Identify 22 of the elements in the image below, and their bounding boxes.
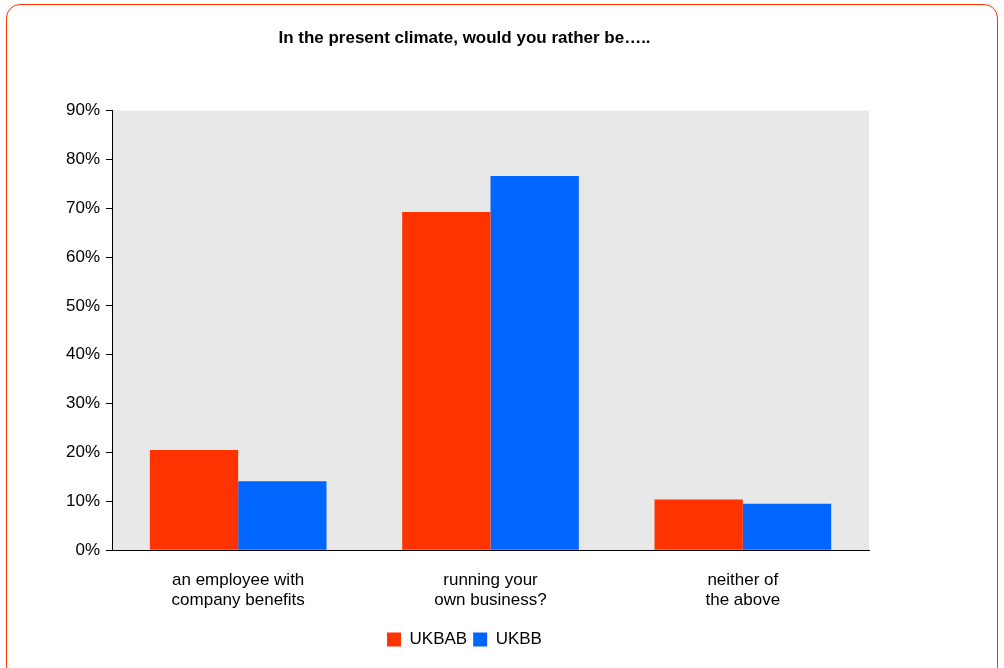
y-tick-label: 20% [65,442,101,462]
legend-label: UKBB [495,629,542,649]
bar [742,503,832,550]
y-tick-label: 0% [75,539,101,559]
x-tick-label: an employee with company benefits [171,570,305,610]
y-tick-label: 90% [65,100,101,120]
bar [149,450,239,550]
x-tick-label: running your own business? [434,570,547,610]
x-tick-label: neither of the above [705,570,781,610]
legend-label: UKBAB [409,629,468,649]
y-tick-label: 10% [65,491,101,511]
y-tick-label: 70% [65,197,101,217]
y-tick-label: 80% [65,148,101,168]
y-tick-label: 40% [65,344,101,364]
y-tick-label: 30% [65,393,101,413]
bar [402,212,491,550]
bar [238,481,327,550]
y-tick-label: 50% [65,295,101,315]
bar [490,175,579,550]
chart-title: In the present climate, would you rather be….. [278,27,651,47]
bar [654,499,743,550]
y-tick-label: 60% [65,246,101,266]
